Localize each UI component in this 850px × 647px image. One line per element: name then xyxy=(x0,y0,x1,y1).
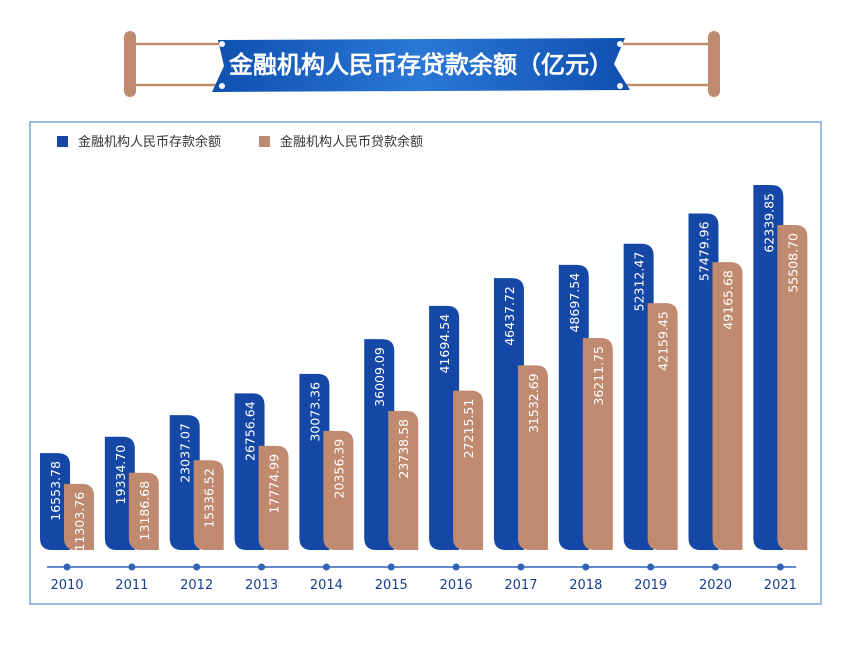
header-banner: 金融机构人民币存贷款余额（亿元） xyxy=(124,31,720,97)
data-label-loan: 55508.70 xyxy=(785,233,800,293)
bar-loan xyxy=(453,390,484,550)
data-label-loan: 49165.68 xyxy=(721,270,736,330)
x-tick-label: 2021 xyxy=(764,578,797,593)
data-label-deposit: 48697.54 xyxy=(567,273,582,333)
bar-loan xyxy=(582,337,613,550)
bar-loan xyxy=(193,460,224,550)
data-label-deposit: 16553.78 xyxy=(48,461,63,521)
banner-rod-right xyxy=(708,31,720,97)
chart-frame xyxy=(29,121,822,605)
bar-loan xyxy=(647,303,678,550)
bar-deposit xyxy=(623,243,654,551)
x-axis-marker xyxy=(517,563,525,571)
x-tick-label: 2018 xyxy=(569,578,602,593)
x-tick-label: 2020 xyxy=(699,578,732,593)
x-axis-marker xyxy=(647,563,655,571)
bars-layer: 16553.78 11303.76 19334.70 13186.68 23037.07… xyxy=(40,185,808,552)
data-label-loan: 17774.99 xyxy=(267,454,282,514)
data-label-loan: 13186.68 xyxy=(137,481,152,541)
banner-hole xyxy=(617,83,623,89)
x-tick-label: 2010 xyxy=(50,578,83,593)
x-tick-label: 2013 xyxy=(245,578,278,593)
banner-hole xyxy=(617,41,623,47)
bar-loan xyxy=(323,430,354,550)
bar-deposit xyxy=(104,436,135,550)
bar-deposit xyxy=(753,185,784,550)
bar-loan xyxy=(388,411,419,550)
bar-deposit xyxy=(234,393,265,550)
data-label-loan: 11303.76 xyxy=(72,492,87,552)
x-tick-label: 2011 xyxy=(115,578,148,593)
legend-swatch-deposit xyxy=(57,136,68,147)
x-tick-label: 2012 xyxy=(180,578,213,593)
data-label-deposit: 57479.96 xyxy=(697,221,712,281)
bar-loan xyxy=(258,445,289,550)
data-label-deposit: 41694.54 xyxy=(437,314,452,374)
x-axis-marker xyxy=(582,563,590,571)
bar-loan xyxy=(712,262,743,550)
bar-deposit xyxy=(493,278,524,550)
x-axis-marker xyxy=(193,563,201,571)
chart-title: 金融机构人民币存贷款余额（亿元） xyxy=(228,51,613,79)
data-label-deposit: 62339.85 xyxy=(761,193,776,253)
x-tick-label: 2017 xyxy=(504,578,537,593)
x-tick-label: 2016 xyxy=(440,578,473,593)
data-label-loan: 42159.45 xyxy=(656,311,671,371)
x-axis-marker xyxy=(63,563,71,571)
x-axis-marker xyxy=(322,563,330,571)
data-label-loan: 23738.58 xyxy=(396,419,411,479)
bar-loan xyxy=(777,224,808,550)
x-axis-marker xyxy=(387,563,395,571)
data-label-deposit: 36009.09 xyxy=(372,347,387,407)
bar-deposit xyxy=(169,415,200,550)
x-tick-label: 2019 xyxy=(634,578,667,593)
x-axis-marker xyxy=(128,563,136,571)
x-tick-label: 2014 xyxy=(310,578,343,593)
data-label-loan: 20356.39 xyxy=(331,439,346,499)
banner-hole xyxy=(219,41,225,47)
banner-rod-left xyxy=(124,31,136,97)
bar-loan xyxy=(64,483,94,550)
bar-deposit xyxy=(429,305,460,550)
legend-swatch-loan xyxy=(259,136,270,147)
bar-deposit xyxy=(364,339,395,550)
data-label-loan: 27215.51 xyxy=(461,399,476,459)
banner-hole xyxy=(219,83,225,89)
x-tick-label: 2015 xyxy=(375,578,408,593)
bar-deposit xyxy=(688,213,719,551)
banner-ribbon xyxy=(212,38,630,92)
data-label-deposit: 46437.72 xyxy=(502,286,517,346)
data-label-deposit: 52312.47 xyxy=(632,252,647,312)
legend-label-deposit: 金融机构人民币存款余额 xyxy=(78,134,221,150)
bar-deposit xyxy=(299,373,330,550)
x-axis-marker xyxy=(712,563,719,571)
x-axis-marker xyxy=(452,563,460,571)
x-axis-marker xyxy=(776,563,784,571)
legend-label-loan: 金融机构人民币贷款余额 xyxy=(280,134,423,150)
legend: 金融机构人民币存款余额 金融机构人民币贷款余额 xyxy=(57,134,423,150)
data-label-deposit: 30073.36 xyxy=(307,382,322,442)
x-axis-marker xyxy=(258,563,266,571)
bar-deposit xyxy=(40,453,70,550)
data-label-loan: 15336.52 xyxy=(202,468,217,528)
x-axis: 2010 2011 2012 2013 2014 2015 2016 2017 2018 2019… xyxy=(47,563,797,593)
data-label-deposit: 23037.07 xyxy=(178,423,193,483)
bar-deposit xyxy=(558,264,589,550)
data-label-deposit: 26756.64 xyxy=(243,401,258,461)
data-label-loan: 36211.75 xyxy=(591,346,606,406)
data-label-deposit: 19334.70 xyxy=(113,445,128,505)
bar-loan xyxy=(128,472,159,550)
data-label-loan: 31532.69 xyxy=(526,373,541,433)
bar-loan xyxy=(517,365,548,550)
